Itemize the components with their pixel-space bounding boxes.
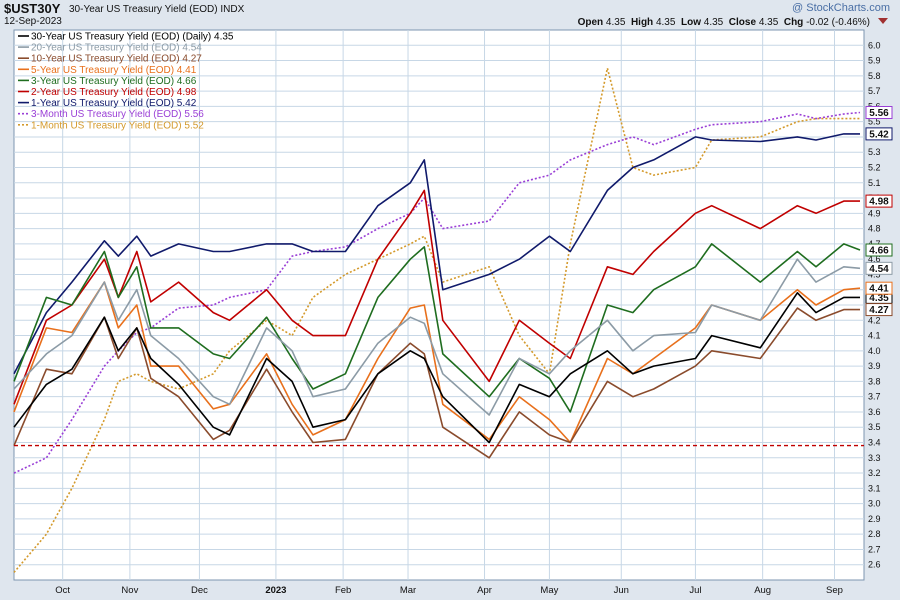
value-tag (865, 106, 893, 119)
value-tags: 4.35 4.54 4.27 4.41 4.66 4.98 5.42 5.56 (865, 106, 893, 317)
chart-menu-dropdown[interactable] (878, 18, 888, 24)
series-line (13, 307, 860, 459)
y-tick-label: 3.7 (868, 392, 881, 402)
y-tick-label: 3.8 (868, 376, 881, 386)
legend: 30-Year US Treasury Yield (EOD) (Daily) … (18, 32, 234, 131)
legend-entry: 30-Year US Treasury Yield (EOD) (Daily) … (31, 32, 234, 43)
chart-title: 30-Year US Treasury Yield (EOD) INDX (69, 4, 245, 15)
legend-entry: 10-Year US Treasury Yield (EOD) 4.27 (31, 54, 202, 65)
y-tick-label: 2.6 (868, 560, 881, 570)
series-line (13, 243, 861, 413)
value-tag-label: 5.42 (869, 129, 889, 140)
y-tick-label: 3.2 (868, 468, 881, 478)
value-tag-label: 4.27 (869, 305, 889, 316)
y-tick-label: 6.0 (868, 40, 881, 50)
y-tick-label: 4.0 (868, 346, 881, 356)
symbol: $UST30Y (4, 1, 61, 16)
watermark: @ StockCharts.com (792, 2, 890, 14)
y-tick-label: 4.8 (868, 224, 881, 234)
x-tick-label: Dec (191, 585, 208, 596)
series-lines (13, 67, 861, 573)
x-tick-label: Oct (55, 585, 70, 596)
y-tick-label: 3.3 (868, 453, 881, 463)
x-tick-label: 2023 (265, 585, 286, 596)
legend-entry: 1-Year US Treasury Yield (EOD) 5.42 (31, 98, 197, 109)
legend-entry: 1-Month US Treasury Yield (EOD) 5.52 (31, 120, 204, 131)
date-label: 12-Sep-2023 (4, 16, 62, 27)
x-tick-label: Nov (121, 585, 138, 596)
y-tick-label: 4.1 (868, 331, 881, 341)
x-tick-label: Jun (614, 585, 629, 596)
y-tick-label: 5.9 (868, 56, 881, 66)
value-tag (865, 194, 893, 208)
y-tick-label: 3.6 (868, 407, 881, 417)
value-tag-label: 4.98 (869, 197, 889, 208)
chart-header: $UST30Y 30-Year US Treasury Yield (EOD) … (0, 0, 900, 30)
value-tag (865, 261, 893, 275)
x-axis: Oct Nov Dec 2023 Feb Mar Apr May Jun Jul Aug Sep (55, 585, 843, 596)
value-tag-label: 5.56 (869, 108, 889, 119)
legend-entry: 20-Year US Treasury Yield (EOD) 4.54 (31, 43, 202, 54)
series-line (13, 291, 860, 444)
y-tick-label: 5.8 (868, 71, 881, 81)
y-tick-label: 2.9 (868, 514, 881, 524)
value-tag (865, 303, 893, 317)
value-tag-label: 4.41 (869, 284, 889, 295)
legend-entry: 5-Year US Treasury Yield (EOD) 4.41 (31, 65, 197, 76)
legend-entry: 3-Month US Treasury Yield (EOD) 5.56 (31, 109, 204, 120)
x-tick-label: Jul (689, 585, 701, 596)
ohlc-readout: Open 4.35 High 4.35 Low 4.35 Close 4.35 … (577, 17, 870, 28)
x-tick-label: Mar (400, 585, 416, 596)
y-tick-label: 4.6 (868, 254, 881, 264)
y-tick-label: 3.5 (868, 422, 881, 432)
y-tick-label: 2.7 (868, 544, 881, 554)
y-tick-label: 3.9 (868, 361, 881, 371)
y-tick-label: 2.8 (868, 529, 881, 539)
value-tag (865, 127, 893, 141)
y-tick-label: 5.7 (868, 86, 881, 96)
y-axis: 2.6 2.7 2.8 2.9 3.0 3.1 3.2 3.3 3.4 3.5 3.6 3.7 3.8 3… (868, 40, 881, 569)
value-tag-label: 4.54 (869, 264, 889, 275)
x-tick-label: May (540, 585, 558, 596)
legend-entry: 3-Year US Treasury Yield (EOD) 4.66 (31, 76, 197, 87)
value-tag (865, 281, 893, 295)
legend-entry: 2-Year US Treasury Yield (EOD) 4.98 (31, 87, 197, 98)
y-tick-label: 3.0 (868, 499, 881, 509)
series-line (13, 189, 860, 405)
value-tag-label: 4.66 (869, 246, 889, 257)
x-tick-label: Feb (335, 585, 351, 596)
y-tick-label: 5.3 (868, 147, 881, 157)
x-tick-label: Apr (477, 585, 492, 596)
y-tick-label: 3.1 (868, 483, 881, 493)
series-line (13, 258, 861, 416)
y-tick-label: 5.2 (868, 163, 881, 173)
y-tick-label: 5.5 (868, 117, 881, 127)
series-line (13, 67, 860, 573)
x-tick-label: Aug (754, 585, 771, 596)
y-tick-label: 5.1 (868, 178, 881, 188)
series-line (13, 133, 860, 375)
value-tag (865, 243, 893, 257)
y-tick-label: 4.2 (868, 315, 881, 325)
value-tag-label: 4.35 (869, 293, 889, 304)
x-tick-label: Sep (826, 585, 843, 596)
y-tick-label: 4.9 (868, 208, 881, 218)
y-tick-label: 3.4 (868, 438, 881, 448)
